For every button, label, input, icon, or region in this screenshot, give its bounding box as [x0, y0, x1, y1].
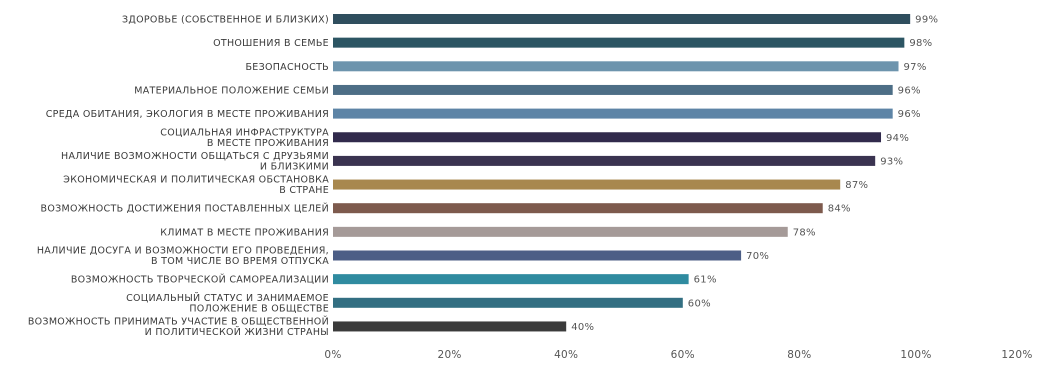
category-label: СРЕДА ОБИТАНИЯ, ЭКОЛОГИЯ В МЕСТЕ ПРОЖИВА… — [46, 109, 329, 120]
bar — [333, 155, 876, 166]
bar — [333, 37, 905, 48]
bar — [333, 297, 683, 308]
bar — [333, 132, 882, 143]
category-label: КЛИМАТ В МЕСТЕ ПРОЖИВАНИЯ — [160, 227, 329, 238]
category-label: МАТЕРИАЛЬНОЕ ПОЛОЖЕНИЕ СЕМЬИ — [134, 85, 329, 96]
value-label: 78% — [793, 227, 816, 238]
category-label: ЗДОРОВЬЕ (СОБСТВЕННОЕ И БЛИЗКИХ) — [122, 15, 329, 26]
x-tick-label: 20% — [437, 349, 461, 361]
value-label: 97% — [904, 62, 927, 73]
x-tick-label: 120% — [1001, 349, 1032, 361]
bar — [333, 321, 567, 332]
value-label: 40% — [571, 322, 594, 333]
category-label: НАЛИЧИЕ ВОЗМОЖНОСТИ ОБЩАТЬСЯ С ДРУЗЬЯМИ И… — [61, 151, 329, 173]
category-label: ЭКОНОМИЧЕСКАЯ И ПОЛИТИЧЕСКАЯ ОБСТАНОВКА В… — [63, 175, 329, 197]
bar — [333, 179, 841, 190]
x-tick-label: 100% — [900, 349, 931, 361]
value-label: 96% — [898, 109, 921, 120]
bar — [333, 14, 911, 24]
category-label: ВОЗМОЖНОСТЬ ПРИНИМАТЬ УЧАСТИЕ В ОБЩЕСТВЕ… — [28, 315, 329, 338]
category-label: ВОЗМОЖНОСТЬ ДОСТИЖЕНИЯ ПОСТАВЛЕННЫХ ЦЕЛЕ… — [41, 203, 329, 215]
category-label: СОЦИАЛЬНЫЙ СТАТУС И ЗАНИМАЕМОЕ ПОЛОЖЕНИЕ … — [126, 292, 329, 315]
x-tick-label: 0% — [324, 349, 341, 361]
bar — [333, 250, 742, 261]
value-label: 61% — [694, 275, 717, 286]
category-label: ВОЗМОЖНОСТЬ ТВОРЧЕСКОЙ САМОРЕАЛИЗАЦИИ — [71, 274, 329, 286]
category-label: СОЦИАЛЬНАЯ ИНФРАСТРУКТУРА В МЕСТЕ ПРОЖИВА… — [160, 127, 329, 149]
x-axis-ticks: 0% 20% 40% 60% 80% 100% 120% — [324, 349, 1032, 361]
category-label: НАЛИЧИЕ ДОСУГА И ВОЗМОЖНОСТИ ЕГО ПРОВЕДЕ… — [37, 246, 329, 268]
value-label: 87% — [845, 180, 868, 191]
bar — [333, 203, 823, 214]
bar — [333, 108, 893, 119]
value-label: 70% — [746, 251, 769, 262]
x-tick-label: 40% — [554, 349, 578, 361]
category-label: БЕЗОПАСНОСТЬ — [245, 62, 329, 73]
bar — [333, 226, 788, 237]
value-labels: 99% 98% 97% 96% 96% 94% 93% 87% 84% 78% 70% 61% 60% 4… — [571, 15, 938, 333]
category-labels: ЗДОРОВЬЕ (СОБСТВЕННОЕ И БЛИЗКИХ) ОТНОШЕНИ… — [28, 15, 329, 338]
x-tick-label: 80% — [787, 349, 811, 361]
bars — [333, 14, 911, 332]
bar — [333, 61, 899, 72]
value-label: 98% — [909, 38, 932, 49]
value-label: 60% — [688, 298, 711, 309]
value-label: 99% — [915, 15, 938, 26]
bar — [333, 274, 689, 285]
value-label: 84% — [828, 204, 851, 215]
value-label: 93% — [880, 156, 903, 167]
value-label: 94% — [886, 133, 909, 144]
category-label: ОТНОШЕНИЯ В СЕМЬЕ — [213, 38, 329, 49]
x-tick-label: 60% — [671, 349, 695, 361]
value-label: 96% — [898, 85, 921, 96]
bar — [333, 84, 893, 95]
